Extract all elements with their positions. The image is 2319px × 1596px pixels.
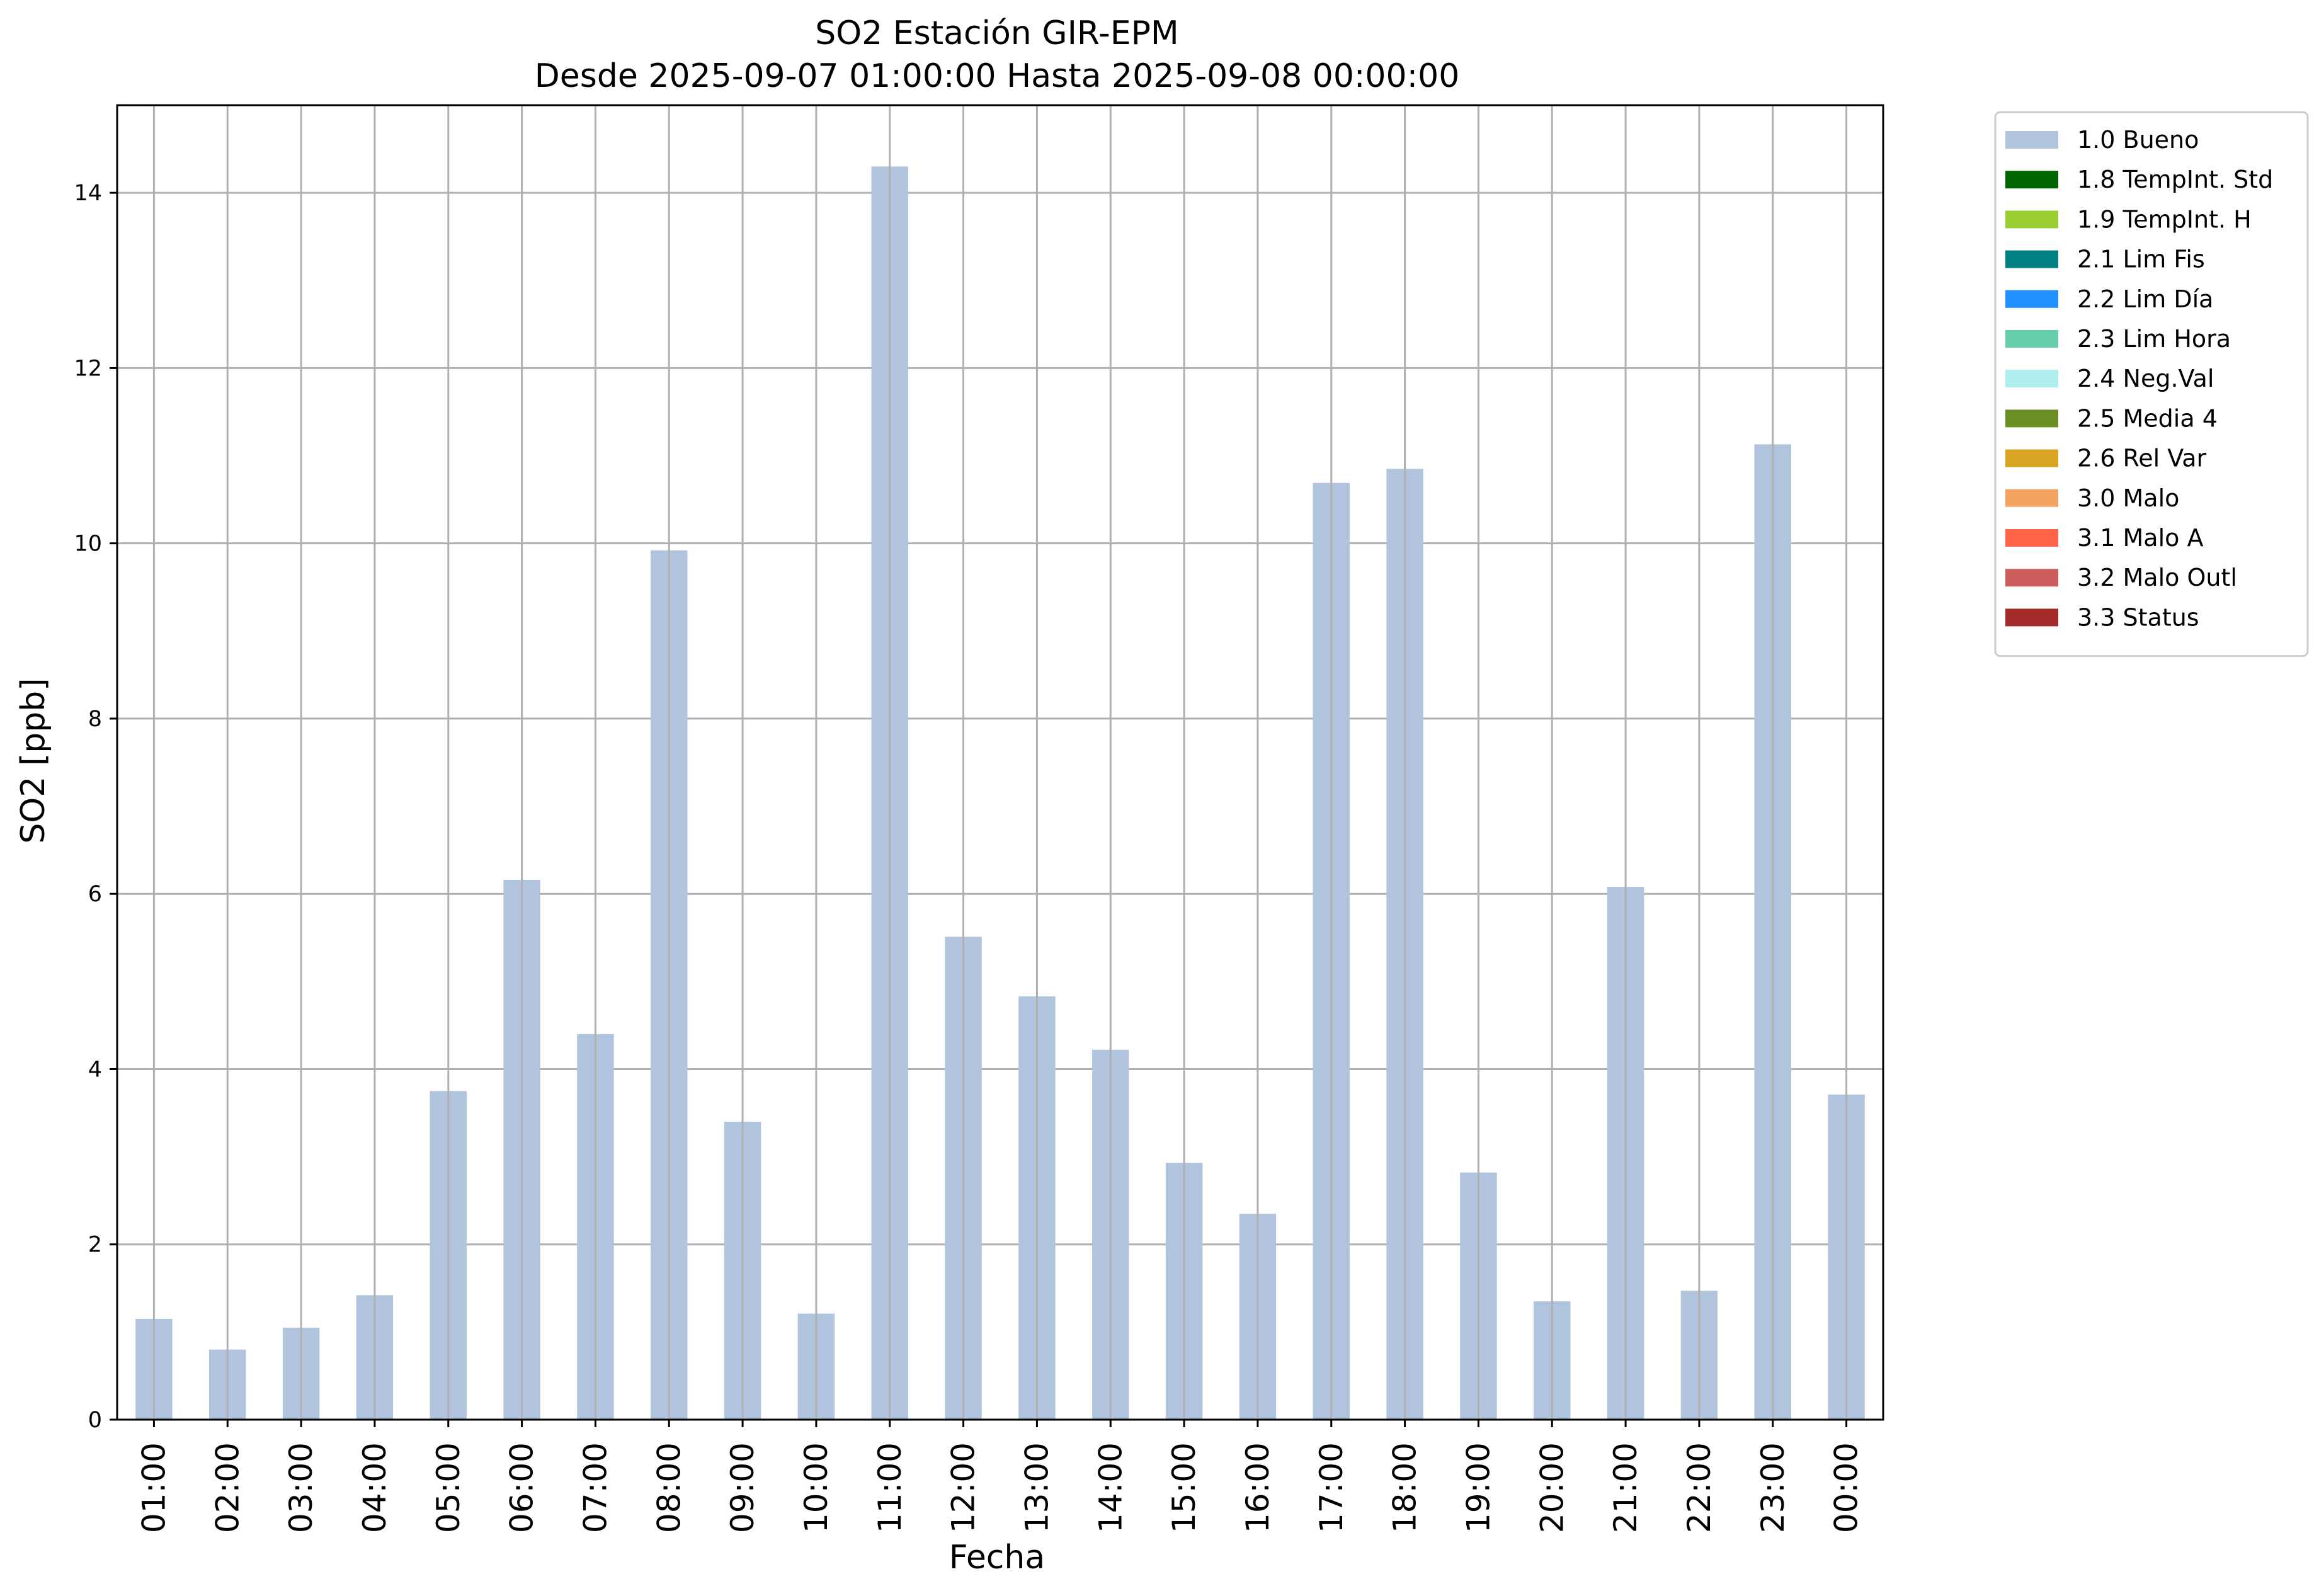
x-tick-label: 19:00 xyxy=(1460,1442,1496,1533)
x-tick-label: 07:00 xyxy=(577,1442,613,1533)
x-tick-label: 17:00 xyxy=(1313,1442,1350,1533)
legend-label: 2.4 Neg.Val xyxy=(2077,365,2214,392)
legend-swatch xyxy=(2005,131,2058,149)
legend-label: 1.0 Bueno xyxy=(2077,126,2199,154)
x-axis-label: Fecha xyxy=(949,1539,1045,1576)
legend-swatch xyxy=(2005,409,2058,428)
x-tick-label: 22:00 xyxy=(1681,1442,1718,1533)
x-tick-label: 01:00 xyxy=(135,1442,172,1533)
legend-swatch xyxy=(2005,569,2058,587)
legend-label: 2.1 Lim Fis xyxy=(2077,246,2205,273)
legend-label: 1.9 TempInt. H xyxy=(2077,205,2252,233)
legend-swatch xyxy=(2005,330,2058,348)
legend-swatch xyxy=(2005,210,2058,229)
x-tick-label: 21:00 xyxy=(1607,1442,1644,1533)
legend-label: 2.3 Lim Hora xyxy=(2077,325,2231,353)
x-tick-label: 15:00 xyxy=(1166,1442,1202,1533)
legend-label: 3.1 Malo A xyxy=(2077,524,2203,552)
x-tick-label: 03:00 xyxy=(283,1442,319,1533)
x-tick-label: 20:00 xyxy=(1534,1442,1570,1533)
x-tick-label: 06:00 xyxy=(504,1442,540,1533)
y-tick-label: 10 xyxy=(74,532,102,557)
legend-label: 2.2 Lim Día xyxy=(2077,285,2213,313)
y-tick-label: 14 xyxy=(74,181,102,206)
x-tick-label: 08:00 xyxy=(651,1442,687,1533)
legend-label: 3.0 Malo xyxy=(2077,484,2179,512)
legend-box xyxy=(1994,111,2309,658)
x-tick-label: 09:00 xyxy=(724,1442,761,1533)
x-tick-label: 18:00 xyxy=(1387,1442,1423,1533)
legend-label: 3.3 Status xyxy=(2077,603,2199,631)
y-axis-label: SO2 [ppb] xyxy=(14,678,52,843)
x-tick-label: 13:00 xyxy=(1018,1442,1055,1533)
x-tick-label: 05:00 xyxy=(430,1442,467,1533)
axes: 0 2 4 6 8 10 12 14 01:00 02:00 03:00 04:00 05:00 06:0… xyxy=(74,104,1884,1533)
x-tick-label: 10:00 xyxy=(798,1442,835,1533)
legend-swatch xyxy=(2005,171,2058,189)
legend-swatch xyxy=(2005,250,2058,268)
legend-label: 1.8 TempInt. Std xyxy=(2077,166,2273,193)
x-tick-label: 14:00 xyxy=(1092,1442,1129,1533)
x-tick-label: 23:00 xyxy=(1755,1442,1791,1533)
x-tick-label: 04:00 xyxy=(356,1442,393,1533)
x-tick-label: 12:00 xyxy=(945,1442,982,1533)
y-tick-label: 0 xyxy=(88,1408,102,1433)
chart-subtitle: Desde 2025-09-07 01:00:00 Hasta 2025-09-… xyxy=(535,57,1460,95)
x-tick-label: 00:00 xyxy=(1828,1442,1865,1533)
legend-label: 2.6 Rel Var xyxy=(2077,445,2207,472)
x-tick-label: 02:00 xyxy=(209,1442,246,1533)
y-tick-label: 2 xyxy=(88,1233,102,1258)
legend: 1.0 Bueno 1.8 TempInt. Std 1.9 TempInt. H 2… xyxy=(1994,111,2309,658)
y-tick-label: 12 xyxy=(74,356,102,381)
chart-title: SO2 Estación GIR-EPM xyxy=(815,14,1179,52)
plot-frame xyxy=(116,104,1884,1421)
y-tick-label: 8 xyxy=(88,707,102,732)
legend-swatch xyxy=(2005,290,2058,308)
legend-swatch xyxy=(2005,449,2058,467)
y-tick-label: 6 xyxy=(88,882,102,907)
legend-swatch xyxy=(2005,529,2058,547)
y-tick-label: 4 xyxy=(88,1057,102,1082)
legend-label: 3.2 Malo Outl xyxy=(2077,564,2237,591)
legend-label: 2.5 Media 4 xyxy=(2077,404,2218,432)
grid xyxy=(117,191,1883,1421)
legend-swatch xyxy=(2005,370,2058,388)
x-tick-label: 11:00 xyxy=(872,1442,908,1533)
legend-swatch xyxy=(2005,608,2058,627)
bars xyxy=(135,166,1865,1420)
legend-swatch xyxy=(2005,489,2058,507)
x-tick-label: 16:00 xyxy=(1239,1442,1276,1533)
